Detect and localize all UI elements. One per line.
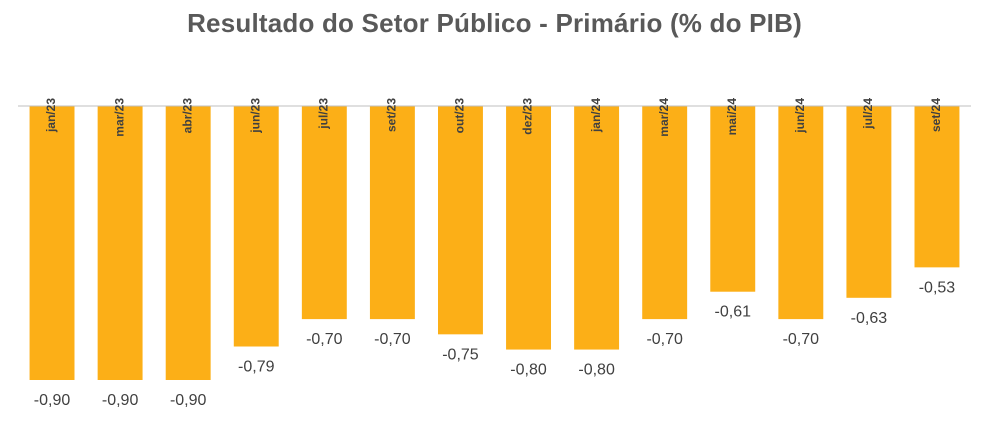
- data-label: -0,79: [238, 359, 275, 376]
- data-labels-layer: -0,90 -0,90 -0,90 -0,79 -0,70 -0,70 -0,75 -0,80…: [34, 279, 955, 409]
- x-tick-label: jan/23: [44, 98, 58, 133]
- bar-jun-24: [778, 106, 824, 320]
- data-label: -0,75: [442, 346, 479, 363]
- bar-set-24: [914, 106, 960, 268]
- data-label: -0,70: [374, 331, 411, 348]
- x-tick-label: jul/23: [316, 98, 330, 130]
- data-label: -0,80: [510, 362, 547, 379]
- x-tick-label: set/24: [929, 98, 943, 132]
- data-label: -0,70: [646, 331, 683, 348]
- x-tick-label: abr/23: [180, 98, 194, 134]
- bar-jul-24: [846, 106, 892, 298]
- bar-jan-23: [29, 106, 75, 380]
- bar-mar-23: [97, 106, 143, 380]
- data-label: -0,53: [919, 279, 956, 296]
- x-tick-label: set/23: [385, 98, 399, 132]
- data-label: -0,90: [170, 392, 207, 409]
- data-label: -0,61: [715, 304, 752, 321]
- chart-title: Resultado do Setor Público - Primário (%…: [187, 8, 802, 38]
- bars-layer: [29, 106, 960, 380]
- bar-abr-23: [165, 106, 211, 380]
- bar-jan-24: [574, 106, 620, 350]
- data-label: -0,80: [578, 362, 615, 379]
- bar-dez-23: [506, 106, 551, 350]
- bar-jul-23: [301, 106, 347, 320]
- x-tick-label: mai/24: [725, 98, 739, 136]
- data-label: -0,63: [851, 310, 888, 327]
- data-label: -0,70: [783, 331, 820, 348]
- bar-mai-24: [710, 106, 756, 292]
- data-label: -0,90: [102, 392, 139, 409]
- x-tick-label: dez/23: [521, 98, 535, 135]
- x-tick-label: jul/24: [861, 98, 875, 130]
- bar-jun-23: [233, 106, 279, 347]
- ticks-layer: jan/23 mar/23 abr/23 jun/23 jul/23 set/23 out/…: [44, 98, 943, 137]
- data-label: -0,90: [34, 392, 71, 409]
- x-tick-label: mar/23: [112, 98, 126, 137]
- data-label: -0,70: [306, 331, 343, 348]
- x-tick-label: out/23: [453, 98, 467, 134]
- x-tick-label: jun/24: [793, 98, 807, 134]
- bar-mar-24: [642, 106, 688, 320]
- x-tick-label: jan/24: [589, 98, 603, 133]
- bar-out-23: [438, 106, 483, 335]
- bar-set-23: [369, 106, 415, 320]
- x-tick-label: mar/24: [657, 98, 671, 137]
- x-tick-label: jun/23: [248, 98, 262, 134]
